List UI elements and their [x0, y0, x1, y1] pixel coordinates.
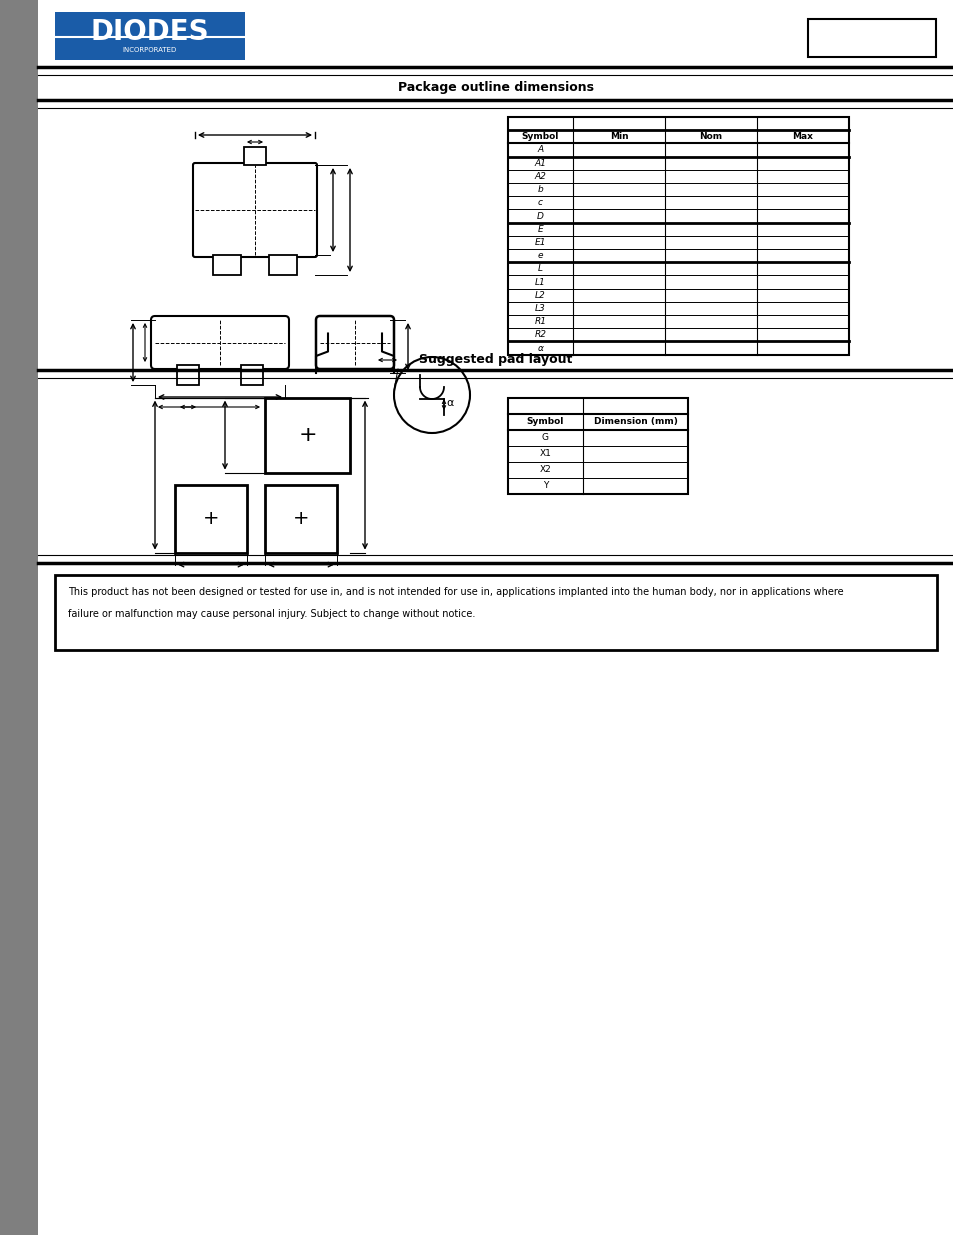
Text: L1: L1	[535, 278, 545, 287]
Text: X2: X2	[539, 466, 551, 474]
FancyBboxPatch shape	[151, 316, 289, 369]
Text: INCORPORATED: INCORPORATED	[123, 47, 177, 53]
Bar	[269, 254, 296, 275]
Text: Y: Y	[542, 482, 548, 490]
FancyBboxPatch shape	[315, 316, 394, 369]
Bar	[55, 12, 245, 61]
Text: Dimension (mm): Dimension (mm)	[593, 417, 677, 426]
Bar	[244, 147, 266, 165]
Bar	[177, 366, 199, 385]
Text: α: α	[446, 398, 453, 408]
Bar	[807, 19, 935, 57]
FancyBboxPatch shape	[193, 163, 316, 257]
Text: e: e	[537, 251, 542, 261]
Text: E: E	[537, 225, 543, 233]
Bar	[507, 398, 687, 494]
Bar	[265, 484, 336, 552]
Text: D: D	[537, 211, 543, 221]
Text: L: L	[537, 264, 542, 273]
Bar	[55, 574, 936, 650]
Bar	[265, 398, 350, 473]
Text: X1: X1	[539, 450, 551, 458]
Text: +: +	[298, 425, 316, 445]
Text: +: +	[203, 509, 219, 529]
Text: α: α	[537, 343, 543, 352]
Text: Package outline dimensions: Package outline dimensions	[397, 80, 594, 94]
Text: Symbol: Symbol	[521, 132, 558, 141]
Bar	[0, 0, 38, 1235]
Text: L3: L3	[535, 304, 545, 312]
Bar	[213, 254, 241, 275]
Bar	[174, 484, 247, 552]
Circle shape	[394, 357, 470, 433]
Text: R2: R2	[534, 330, 546, 340]
Bar	[507, 117, 848, 354]
Text: R1: R1	[534, 317, 546, 326]
Text: c: c	[537, 199, 542, 207]
Text: A2: A2	[534, 172, 546, 180]
Text: failure or malfunction may cause personal injury. Subject to change without noti: failure or malfunction may cause persona…	[68, 609, 475, 619]
Text: Max: Max	[792, 132, 813, 141]
Text: Symbol: Symbol	[526, 417, 563, 426]
Text: Min: Min	[609, 132, 628, 141]
Text: DIODES: DIODES	[91, 19, 209, 46]
Text: Nom: Nom	[699, 132, 721, 141]
Text: A1: A1	[534, 159, 546, 168]
Text: A: A	[537, 146, 543, 154]
Text: +: +	[293, 509, 309, 529]
Text: This product has not been designed or tested for use in, and is not intended for: This product has not been designed or te…	[68, 587, 842, 597]
Text: b: b	[537, 185, 543, 194]
Text: E1: E1	[535, 238, 546, 247]
Text: L2: L2	[535, 290, 545, 300]
Bar	[241, 366, 263, 385]
Text: Suggested pad layout: Suggested pad layout	[419, 353, 572, 366]
Text: G: G	[541, 433, 548, 442]
